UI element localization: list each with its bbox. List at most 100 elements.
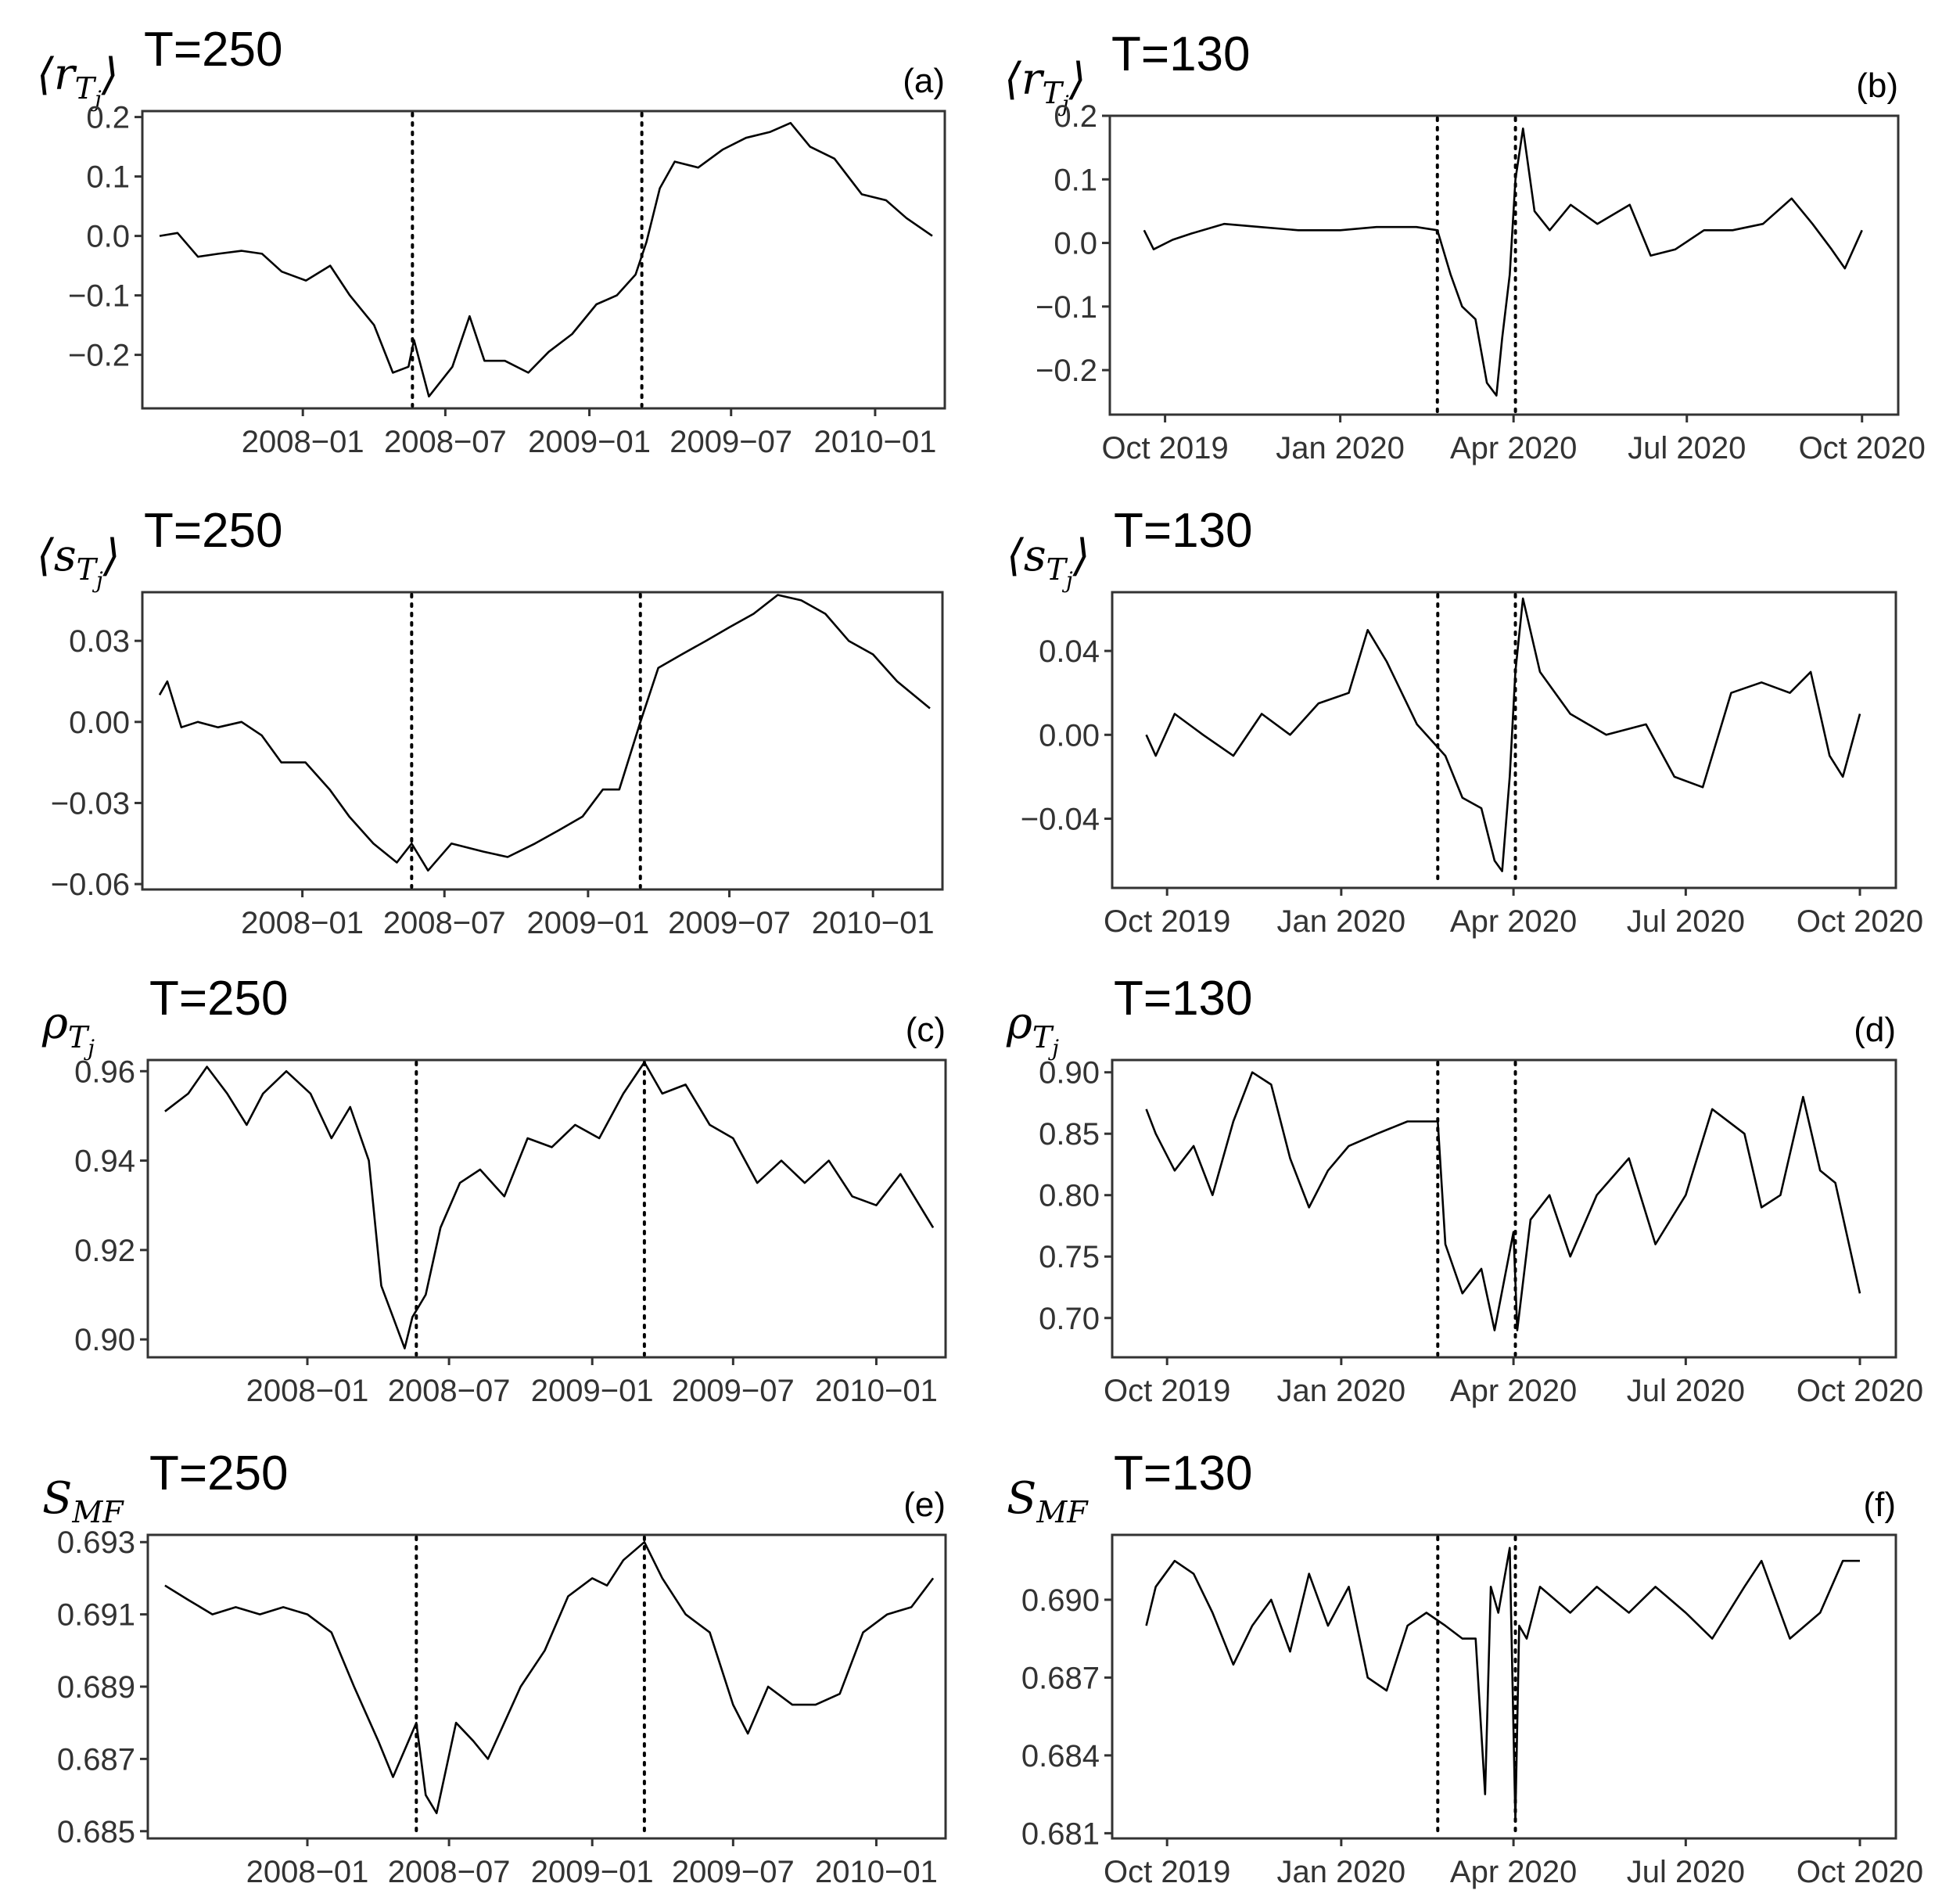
y-axis-label-sub: T [68, 1020, 90, 1055]
x-tick-label: Apr 2020 [1450, 431, 1577, 465]
y-tick-label: 0.70 [1039, 1302, 1100, 1336]
y-axis-label: ⟨rTj⟩ [37, 49, 119, 112]
y-axis-label-sub: MF [71, 1495, 124, 1529]
x-tick-label: 2010−01 [815, 1855, 938, 1889]
panel-8: T=130 (f) SMF 0.681 0.684 0.687 0.690 Oct 2019 J… [1007, 1446, 1923, 1889]
panel-4: T=130 ⟨sTj⟩ −0.04 0.00 0.04 Oct 2019 Jan 2020 A… [1007, 504, 1923, 939]
y-tick-label: 0.94 [74, 1145, 135, 1179]
y-axis-label-base: ⟨s [37, 530, 77, 581]
plot-frame [146, 1058, 947, 1359]
plot-frame [1111, 591, 1897, 889]
panel-1: T=250 (a) ⟨rTj⟩ −0.2 −0.1 0.0 0.1 0.2 2008−01 200… [37, 23, 946, 459]
y-tick-label: −0.1 [1036, 290, 1097, 325]
x-tick-label: 2009−07 [672, 1374, 795, 1408]
plot-frame [146, 1533, 947, 1840]
y-tick-label: 0.00 [1039, 718, 1100, 753]
series-line [158, 594, 931, 872]
x-tick-label: 2008−07 [384, 425, 507, 459]
plot-frame [1111, 1058, 1897, 1359]
y-tick-label: 0.00 [69, 706, 130, 740]
y-tick-label: 0.690 [1021, 1583, 1100, 1618]
y-axis-label: ⟨sTj⟩ [1007, 530, 1090, 593]
y-axis-label-sub: MF [1036, 1495, 1089, 1529]
panel-6: T=130 (d) ρTj 0.70 0.75 0.80 0.85 0.90 Oct 2019 J… [1006, 972, 1923, 1408]
series-line [164, 1061, 935, 1349]
panel-tag: (b) [1856, 66, 1898, 105]
y-tick-label: −0.06 [51, 868, 130, 902]
y-axis-label: ⟨rTj⟩ [1004, 54, 1086, 117]
y-tick-label: 0.75 [1039, 1240, 1100, 1274]
panel-title: T=130 [1114, 972, 1253, 1026]
series-line [164, 1540, 935, 1814]
y-tick-label: 0.03 [69, 624, 130, 659]
plot-frame [141, 110, 946, 410]
panel-5: T=250 (c) ρTj 0.90 0.92 0.94 0.96 2008−01 2008−0… [41, 972, 947, 1408]
panel-title: T=130 [1111, 27, 1251, 81]
x-tick-label: Jan 2020 [1277, 1374, 1406, 1408]
y-axis-label-sub: T [1032, 1020, 1054, 1055]
y-axis-label: SMF [42, 1473, 124, 1529]
y-tick-label: −0.2 [68, 339, 130, 373]
x-tick-label: Oct 2020 [1797, 904, 1923, 939]
y-tick-label: 0.0 [86, 220, 130, 254]
y-axis-label-sub: T [1046, 552, 1068, 587]
x-tick-label: Apr 2020 [1450, 1855, 1577, 1889]
y-tick-label: 0.04 [1039, 634, 1100, 669]
plot-frame [1108, 114, 1900, 416]
y-tick-label: 0.96 [74, 1055, 135, 1089]
y-axis-label-base: ρ [41, 998, 68, 1049]
x-tick-label: 2008−01 [242, 425, 364, 459]
x-tick-label: Jan 2020 [1277, 904, 1406, 939]
panel-2: T=130 (b) ⟨rTj⟩ −0.2 −0.1 0.0 0.1 0.2 Oct 2019 Ja… [1004, 27, 1926, 465]
x-tick-label: Jan 2020 [1277, 1855, 1406, 1889]
y-tick-label: 0.687 [57, 1742, 135, 1777]
y-tick-label: 0.684 [1021, 1739, 1100, 1773]
x-tick-label: Jul 2020 [1627, 1374, 1745, 1408]
y-axis-label-sub: T [77, 552, 99, 587]
panel-tag: (a) [903, 62, 945, 100]
panel-title: T=250 [149, 972, 289, 1026]
x-tick-label: 2009−07 [672, 1855, 795, 1889]
x-tick-label: Oct 2019 [1101, 431, 1228, 465]
series-line [1145, 1547, 1860, 1822]
x-tick-label: 2008−07 [388, 1855, 511, 1889]
y-tick-label: 0.2 [86, 101, 130, 135]
x-tick-label: 2008−01 [246, 1855, 369, 1889]
y-tick-label: 0.1 [1054, 163, 1097, 197]
x-tick-label: 2010−01 [813, 425, 936, 459]
x-tick-label: Oct 2020 [1797, 1855, 1923, 1889]
y-tick-label: 0.92 [74, 1234, 135, 1268]
series-line [1145, 597, 1861, 872]
y-axis-label: SMF [1007, 1473, 1089, 1529]
x-tick-label: Oct 2020 [1799, 431, 1926, 465]
y-tick-label: 0.90 [74, 1323, 135, 1357]
panel-tag: (e) [903, 1486, 946, 1524]
x-tick-label: Jul 2020 [1627, 1855, 1745, 1889]
y-axis-label-close: ⟩ [101, 49, 119, 100]
panel-tag: (f) [1863, 1486, 1896, 1524]
x-tick-label: 2009−01 [528, 425, 651, 459]
y-tick-label: 0.2 [1054, 99, 1097, 134]
panel-title: T=250 [149, 1446, 289, 1500]
y-tick-label: 0.1 [86, 160, 130, 195]
x-tick-label: Apr 2020 [1450, 904, 1577, 939]
y-axis-label-close: ⟩ [1072, 530, 1090, 581]
y-axis-label-base: ρ [1006, 998, 1032, 1049]
panel-3: T=250 ⟨sTj⟩ −0.06 −0.03 0.00 0.03 2008−01 2008−… [37, 504, 944, 940]
x-tick-label: Jul 2020 [1628, 431, 1746, 465]
x-tick-label: 2009−01 [531, 1855, 654, 1889]
x-tick-label: Oct 2020 [1797, 1374, 1923, 1408]
y-tick-label: 0.681 [1021, 1817, 1100, 1851]
x-tick-label: 2009−01 [531, 1374, 654, 1408]
y-axis-label-sub: T [75, 71, 97, 106]
y-tick-label: −0.1 [68, 279, 130, 314]
x-tick-label: Apr 2020 [1450, 1374, 1577, 1408]
panel-tag: (d) [1854, 1011, 1896, 1049]
x-tick-label: 2009−01 [526, 906, 649, 940]
panel-title: T=250 [144, 504, 283, 558]
panel-title: T=250 [144, 23, 283, 77]
x-tick-label: 2010−01 [812, 906, 935, 940]
y-axis-label: ρTj [41, 998, 95, 1061]
x-tick-label: 2008−01 [246, 1374, 369, 1408]
